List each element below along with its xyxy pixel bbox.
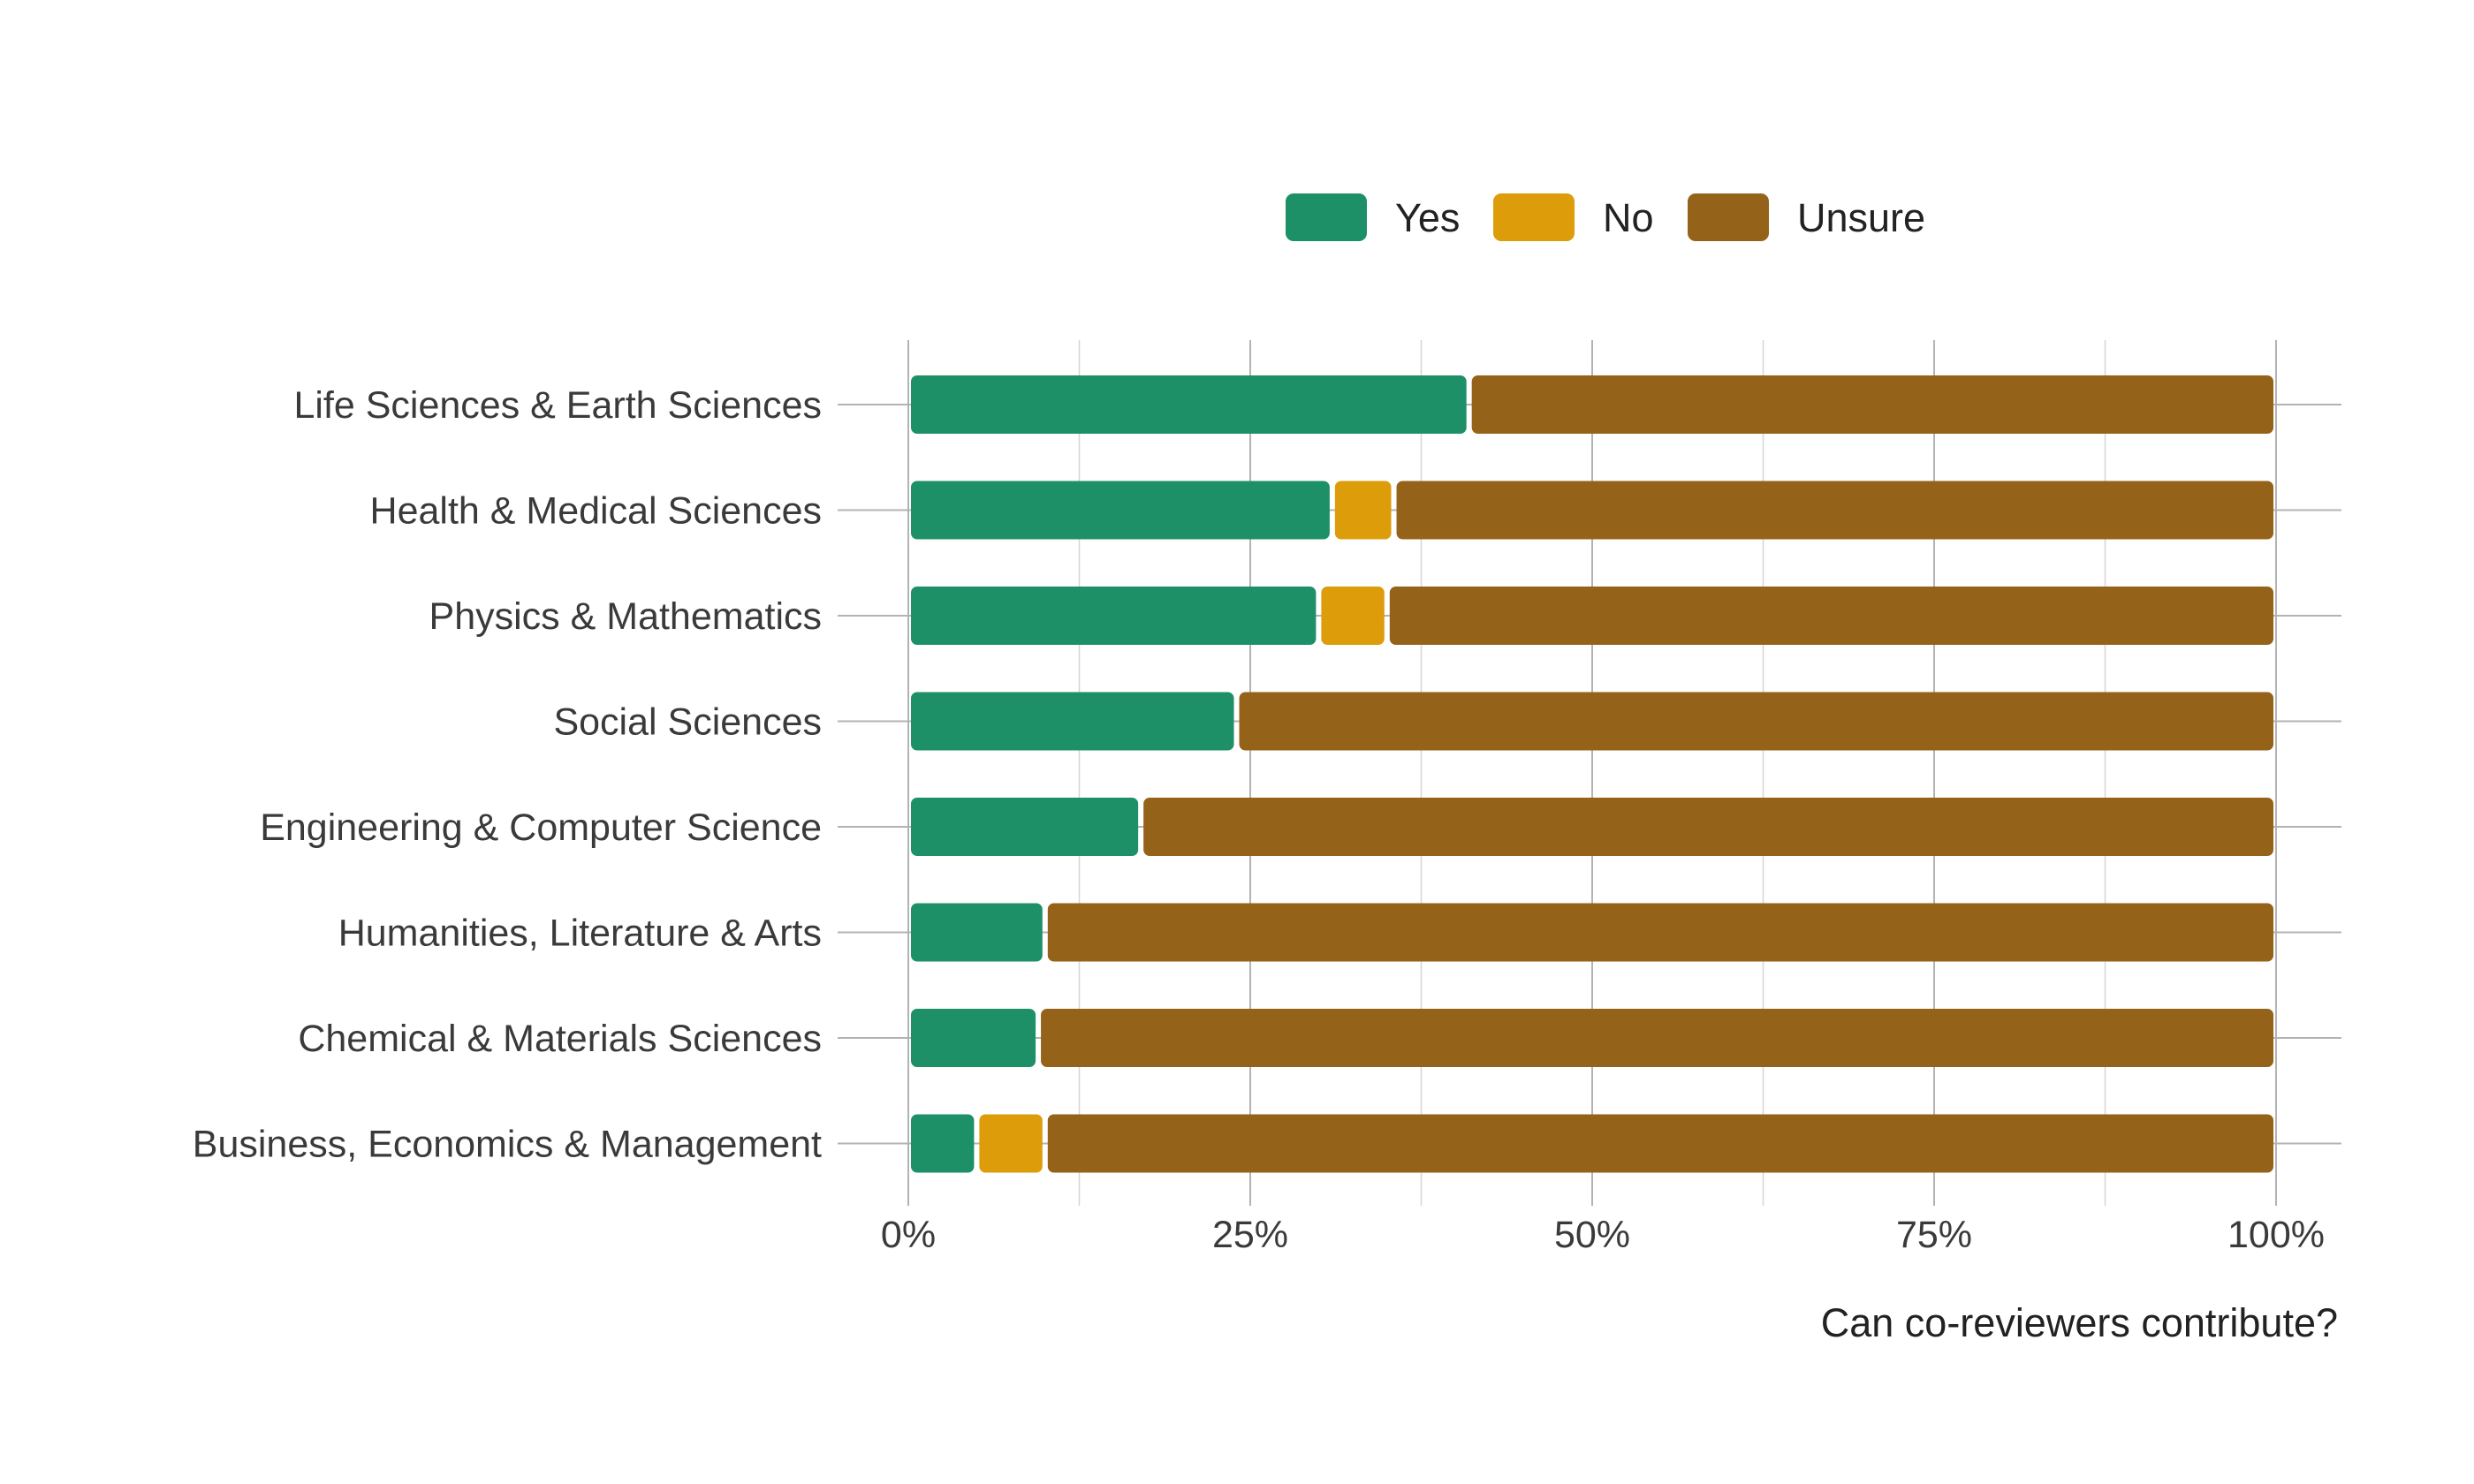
category-label: Engineering & Computer Science: [260, 806, 822, 849]
legend: Yes No Unsure: [1286, 193, 1925, 241]
category-label: Business, Economics & Management: [193, 1124, 822, 1166]
bar-yes-physics-mathematics: [911, 587, 1317, 645]
bar-unsure-physics-mathematics: [1389, 587, 2273, 645]
bar-yes-business-economics-management: [911, 1114, 975, 1173]
legend-label-unsure: Unsure: [1797, 195, 1925, 240]
bar-unsure-health-medical-sciences: [1396, 481, 2273, 540]
bar-no-health-medical-sciences: [1334, 481, 1392, 540]
grid-layer: [838, 340, 2341, 1206]
bar-yes-social-sciences: [911, 692, 1234, 751]
bar-yes-chemical-materials-sciences: [911, 1009, 1036, 1067]
legend-swatch-no: [1493, 193, 1575, 241]
category-label: Health & Medical Sciences: [370, 490, 822, 533]
bar-unsure-social-sciences: [1239, 692, 2273, 751]
category-label: Social Sciences: [553, 701, 822, 744]
category-label: Life Sciences & Earth Sciences: [293, 384, 822, 427]
category-label: Physics & Mathematics: [429, 595, 822, 638]
legend-item-yes: Yes: [1286, 193, 1460, 241]
x-tick-label: 75%: [1896, 1214, 1972, 1256]
x-tick-label: 100%: [2227, 1214, 2325, 1256]
category-labels: Life Sciences & Earth Sciences Health & M…: [193, 384, 822, 1166]
bar-yes-health-medical-sciences: [911, 481, 1330, 540]
x-tick-label: 50%: [1554, 1214, 1630, 1256]
x-tick-label: 0%: [881, 1214, 936, 1256]
bars-layer: [911, 375, 2273, 1173]
legend-item-no: No: [1493, 193, 1654, 241]
bar-unsure-chemical-materials-sciences: [1041, 1009, 2273, 1067]
bar-unsure-humanities-literature-arts: [1047, 903, 2273, 962]
x-axis-ticks: 0% 25% 50% 75% 100%: [881, 1214, 2325, 1256]
legend-label-no: No: [1603, 195, 1654, 240]
legend-swatch-unsure: [1688, 193, 1769, 241]
x-axis-title: Can co-reviewers contribute?: [1821, 1300, 2338, 1345]
category-label: Humanities, Literature & Arts: [338, 912, 822, 955]
bar-unsure-life-sciences-earth-sciences: [1471, 375, 2273, 434]
bar-yes-life-sciences-earth-sciences: [911, 375, 1467, 434]
bar-yes-engineering-computer-science: [911, 798, 1139, 856]
bar-no-physics-mathematics: [1321, 587, 1385, 645]
legend-label-yes: Yes: [1395, 195, 1460, 240]
x-tick-label: 25%: [1212, 1214, 1288, 1256]
bar-unsure-business-economics-management: [1047, 1114, 2273, 1173]
legend-item-unsure: Unsure: [1688, 193, 1925, 241]
bar-yes-humanities-literature-arts: [911, 903, 1043, 962]
category-label: Chemical & Materials Sciences: [298, 1018, 822, 1060]
bar-no-business-economics-management: [979, 1114, 1043, 1173]
bar-unsure-engineering-computer-science: [1143, 798, 2273, 856]
legend-swatch-yes: [1286, 193, 1367, 241]
